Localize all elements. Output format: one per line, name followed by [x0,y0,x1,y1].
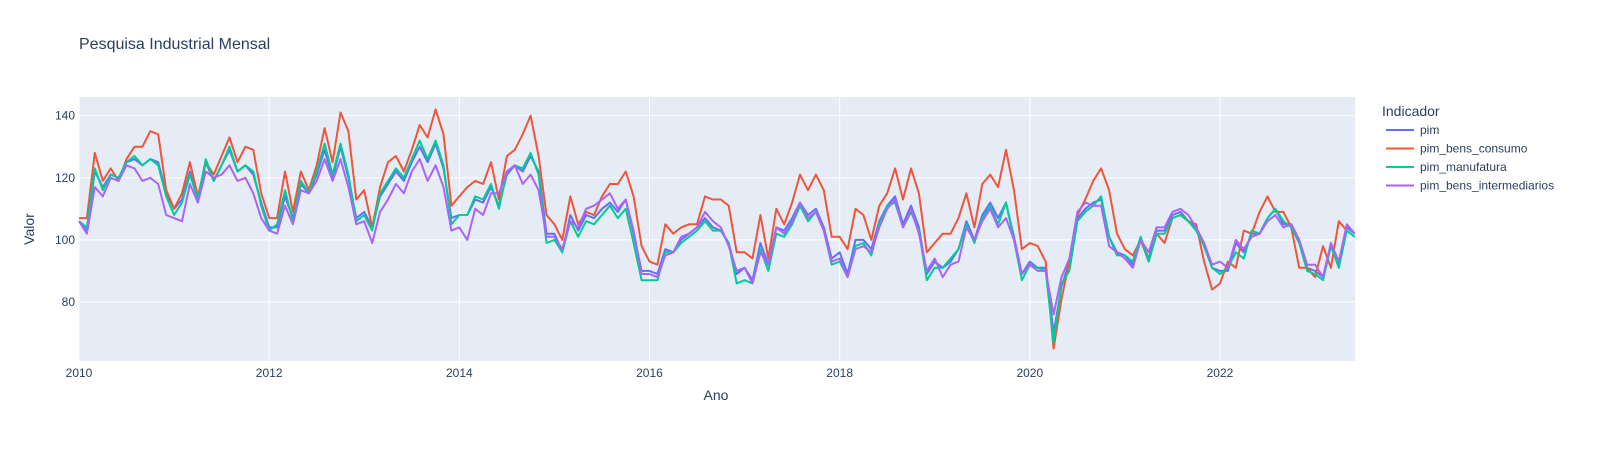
y-tick-label: 100 [55,233,75,247]
chart-title: Pesquisa Industrial Mensal [79,36,270,53]
x-tick-label: 2020 [1016,366,1043,380]
x-axis-label: Ano [704,387,729,403]
x-tick-label: 2010 [66,366,93,380]
x-tick-label: 2016 [636,366,663,380]
legend-label-pim[interactable]: pim [1420,123,1439,137]
y-tick-label: 140 [55,109,75,123]
x-tick-label: 2018 [826,366,853,380]
x-tick-label: 2012 [256,366,283,380]
legend-label-pim-manufatura[interactable]: pim_manufatura [1420,160,1507,174]
series-line-pim-bens-intermediarios [78,158,1356,316]
legend-label-pim-bens-consumo[interactable]: pim_bens_consumo [1420,142,1528,156]
y-axis-label: Valor [21,213,37,245]
y-tick-label: 80 [62,295,76,309]
y-tick-label: 120 [55,171,75,185]
x-tick-label: 2022 [1207,366,1234,380]
legend-title: Indicador [1382,103,1440,119]
legend-label-pim-bens-intermediarios[interactable]: pim_bens_intermediarios [1420,179,1554,193]
x-tick-label: 2014 [446,366,473,380]
legend: pim pim_bens_consumo pim_manufatura pim_ben… [1386,123,1554,193]
